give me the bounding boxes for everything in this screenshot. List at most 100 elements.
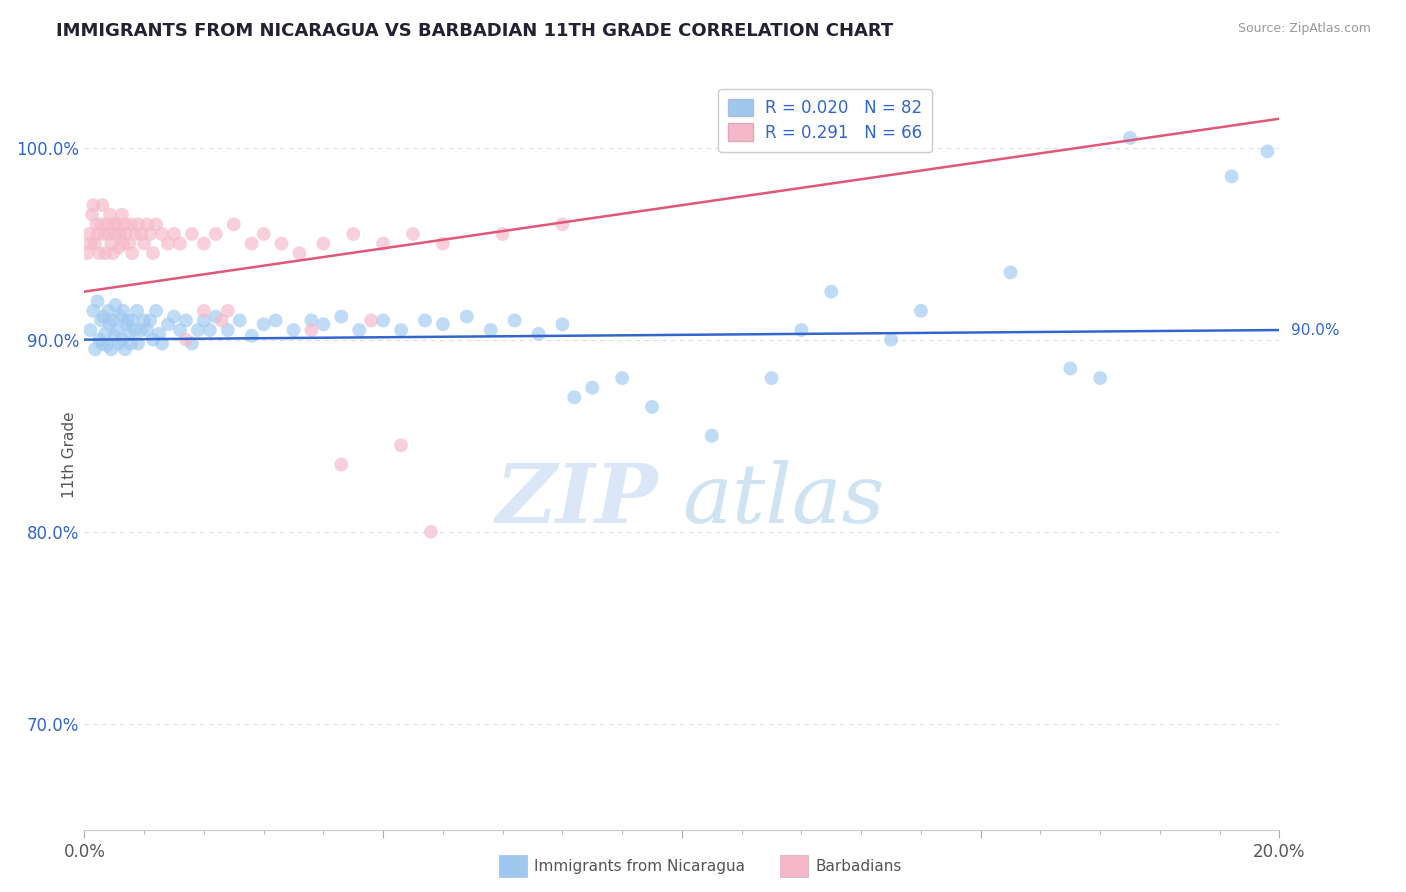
Point [90,313,112,327]
Point [86,294,108,309]
Point [120,218,142,232]
Point [312,236,335,251]
Point [389,323,412,337]
Text: Barbadians: Barbadians [815,859,901,873]
Point [820,285,842,299]
Point [312,318,335,332]
Point [103,218,125,232]
Point [581,381,603,395]
Point [98,318,121,332]
Point [174,313,197,327]
Point [142,246,165,260]
Point [94,326,117,341]
Point [169,236,191,251]
Point [127,218,149,232]
Point [193,236,215,251]
Point [117,313,139,327]
Point [82,303,104,318]
Point [432,318,454,332]
Point [790,323,813,337]
Point [283,323,305,337]
Point [97,227,120,241]
Point [121,313,143,327]
Point [551,218,574,232]
Point [148,326,170,341]
Point [330,458,353,472]
Point [288,246,311,260]
Legend: R = 0.020   N = 82, R = 0.291   N = 66: R = 0.020 N = 82, R = 0.291 N = 66 [718,88,932,152]
Point [136,218,159,232]
Point [150,227,173,241]
Point [910,303,932,318]
Point [503,313,526,327]
Point [94,246,117,260]
Point [112,303,135,318]
Point [169,323,191,337]
Point [127,336,149,351]
Point [86,218,108,232]
Point [413,313,436,327]
Point [163,227,186,241]
Point [174,333,197,347]
Point [97,303,120,318]
Point [139,313,162,327]
Point [96,218,118,232]
Point [373,313,395,327]
Point [108,240,131,254]
Point [76,246,98,260]
Point [110,227,132,241]
Text: 90.0%: 90.0% [1292,323,1340,337]
Point [108,336,131,351]
Text: Immigrants from Nicaragua: Immigrants from Nicaragua [534,859,745,873]
Point [193,313,215,327]
Point [91,198,114,212]
Point [84,236,107,251]
Point [115,227,138,241]
Point [89,333,111,347]
Point [193,303,215,318]
Point [129,227,152,241]
Point [115,318,138,332]
Point [84,343,107,357]
Point [136,323,159,337]
Point [145,218,167,232]
Point [105,218,128,232]
Point [389,438,412,452]
Point [432,236,454,251]
Point [217,303,239,318]
Point [111,208,134,222]
Point [330,310,353,324]
Point [222,218,245,232]
Point [217,323,239,337]
Point [456,310,478,324]
Point [120,336,142,351]
Point [527,326,550,341]
Point [205,310,228,324]
Point [110,310,132,324]
Point [79,323,101,337]
Point [157,318,180,332]
Point [264,313,287,327]
Point [880,333,903,347]
Point [96,338,118,352]
Point [1257,145,1279,159]
Point [253,318,276,332]
Point [105,323,128,337]
Point [90,218,112,232]
Point [270,236,292,251]
Point [101,246,124,260]
Point [114,218,136,232]
Point [112,236,135,251]
Point [125,303,148,318]
Point [211,313,233,327]
Point [118,326,141,341]
Point [229,313,252,327]
Point [103,328,125,343]
Point [479,323,502,337]
Point [187,323,209,337]
Point [349,323,371,337]
Text: atlas: atlas [682,460,884,540]
Point [641,400,664,414]
Point [132,236,156,251]
Text: ZIP: ZIP [495,460,658,540]
